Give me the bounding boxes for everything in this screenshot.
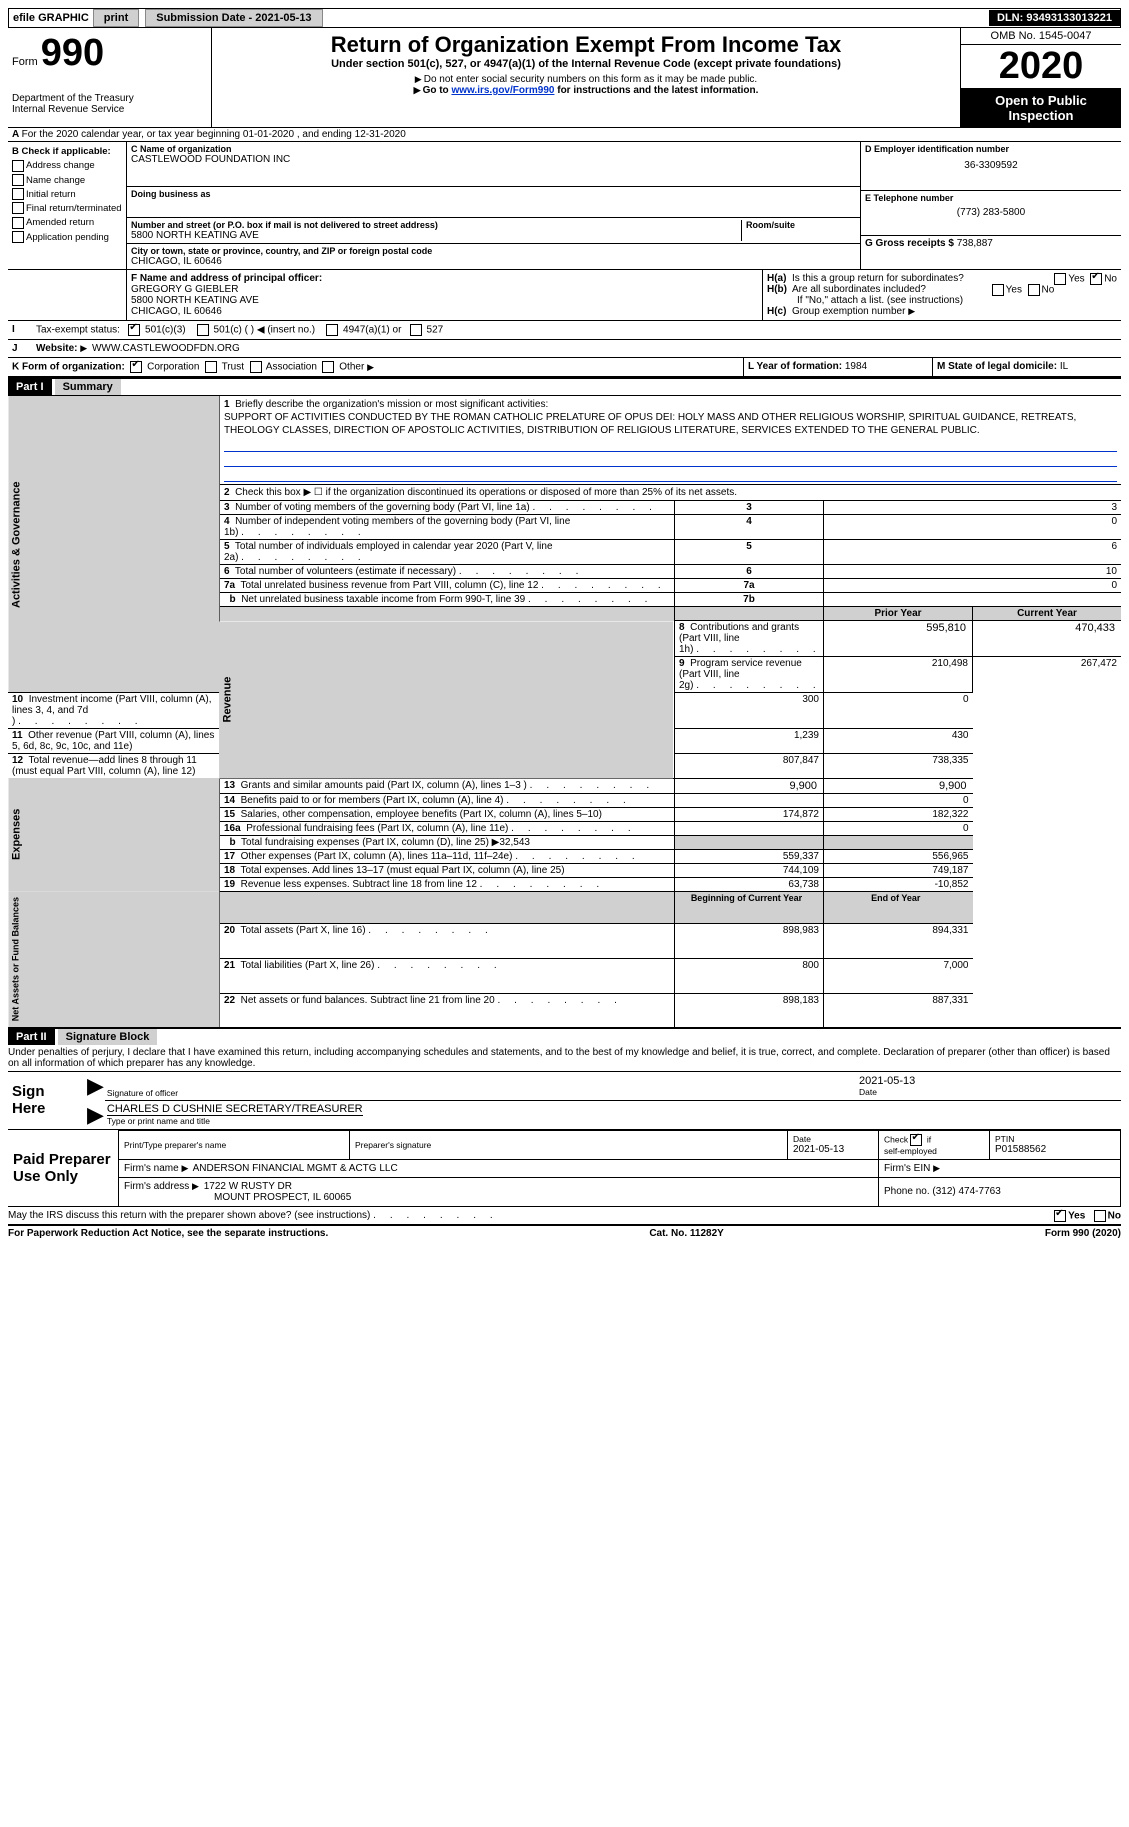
assoc-checkbox[interactable]	[250, 361, 262, 373]
open-public-badge: Open to Public Inspection	[961, 89, 1121, 127]
part-1-header: Part I Summary	[8, 378, 1121, 395]
ha-yes-checkbox[interactable]	[1054, 273, 1066, 285]
officer-name: GREGORY G GIEBLER	[131, 284, 758, 295]
initial-return-checkbox[interactable]	[12, 188, 24, 200]
hb-yes-checkbox[interactable]	[992, 284, 1004, 296]
hb-no-checkbox[interactable]	[1028, 284, 1040, 296]
gross-receipts: 738,887	[957, 238, 993, 249]
top-bar: efile GRAPHIC print Submission Date - 20…	[8, 8, 1121, 28]
dept-treasury: Department of the Treasury	[12, 93, 207, 104]
form-number-box: Form 990 Department of the Treasury Inte…	[8, 28, 212, 127]
summary-table: Activities & Governance 1 Briefly descri…	[8, 395, 1121, 1027]
efile-label: efile GRAPHIC	[9, 12, 93, 24]
check-applicable: B Check if applicable: Address change Na…	[8, 142, 127, 269]
discuss-row: May the IRS discuss this return with the…	[8, 1207, 1121, 1226]
form-of-org-row: K Form of organization: Corporation Trus…	[8, 358, 1121, 378]
sign-date: 2021-05-13	[859, 1075, 1119, 1087]
amended-return-checkbox[interactable]	[12, 217, 24, 229]
submission-date-button[interactable]: Submission Date - 2021-05-13	[145, 9, 322, 27]
declaration: Under penalties of perjury, I declare th…	[8, 1045, 1121, 1072]
trust-checkbox[interactable]	[205, 361, 217, 373]
final-return-checkbox[interactable]	[12, 202, 24, 214]
name-address-col: C Name of organization CASTLEWOOD FOUNDA…	[127, 142, 860, 269]
city-state-zip: CHICAGO, IL 60646	[131, 256, 856, 267]
website: WWW.CASTLEWOODFDN.ORG	[92, 343, 240, 354]
tax-year: 2020	[961, 45, 1121, 89]
group-return-box: H(a) Is this a group return for subordin…	[762, 270, 1121, 320]
ha-no-checkbox[interactable]	[1090, 273, 1102, 285]
form-title-box: Return of Organization Exempt From Incom…	[212, 28, 961, 127]
irs-link[interactable]: www.irs.gov/Form990	[451, 85, 554, 96]
4947-checkbox[interactable]	[326, 324, 338, 336]
address-change-checkbox[interactable]	[12, 160, 24, 172]
officer-sign-name: CHARLES D CUSHNIE SECRETARY/TREASURER	[107, 1103, 363, 1116]
501c-checkbox[interactable]	[197, 324, 209, 336]
mission-text: SUPPORT OF ACTIVITIES CONDUCTED BY THE R…	[224, 412, 1076, 436]
name-change-checkbox[interactable]	[12, 174, 24, 186]
discuss-yes-checkbox[interactable]	[1054, 1210, 1066, 1222]
firm-phone: (312) 474-7763	[932, 1186, 1000, 1197]
other-checkbox[interactable]	[322, 361, 334, 373]
year-box: OMB No. 1545-0047 2020 Open to Public In…	[961, 28, 1121, 127]
footer: For Paperwork Reduction Act Notice, see …	[8, 1226, 1121, 1239]
corp-checkbox[interactable]	[130, 361, 142, 373]
website-row: J Website: WWW.CASTLEWOODFDN.ORG	[8, 340, 1121, 358]
street-address: 5800 NORTH KEATING AVE	[131, 230, 741, 241]
revenue-tab: Revenue	[219, 621, 674, 779]
501c3-checkbox[interactable]	[128, 324, 140, 336]
paid-preparer-table: Paid Preparer Use Only Print/Type prepar…	[8, 1130, 1121, 1207]
telephone: (773) 283-5800	[865, 207, 1117, 218]
form-title: Return of Organization Exempt From Incom…	[216, 32, 956, 58]
irs-label: Internal Revenue Service	[12, 104, 207, 115]
dln-badge: DLN: 93493133013221	[989, 10, 1120, 26]
expenses-tab: Expenses	[8, 778, 219, 891]
omb-number: OMB No. 1545-0047	[961, 28, 1121, 45]
527-checkbox[interactable]	[410, 324, 422, 336]
print-button[interactable]: print	[93, 9, 139, 27]
self-employed-checkbox[interactable]	[910, 1134, 922, 1146]
discuss-no-checkbox[interactable]	[1094, 1210, 1106, 1222]
activities-governance-tab: Activities & Governance	[8, 396, 219, 693]
sign-here-table: Sign Here ▶ Signature of officer 2021-05…	[8, 1072, 1121, 1130]
ein: 36-3309592	[865, 160, 1117, 171]
application-pending-checkbox[interactable]	[12, 231, 24, 243]
tax-exempt-row: I Tax-exempt status: 501(c)(3) 501(c) ( …	[8, 321, 1121, 340]
org-name: CASTLEWOOD FOUNDATION INC	[131, 154, 856, 165]
net-assets-tab: Net Assets or Fund Balances	[8, 891, 219, 1027]
officer-group-row: F Name and address of principal officer:…	[8, 270, 1121, 321]
firm-name: ANDERSON FINANCIAL MGMT & ACTG LLC	[193, 1163, 398, 1174]
form-header: Form 990 Department of the Treasury Inte…	[8, 28, 1121, 128]
org-info-grid: B Check if applicable: Address change Na…	[8, 142, 1121, 270]
ein-phone-col: D Employer identification number 36-3309…	[860, 142, 1121, 269]
part-2-header: Part II Signature Block	[8, 1027, 1121, 1045]
section-a: A For the 2020 calendar year, or tax yea…	[8, 128, 1121, 142]
